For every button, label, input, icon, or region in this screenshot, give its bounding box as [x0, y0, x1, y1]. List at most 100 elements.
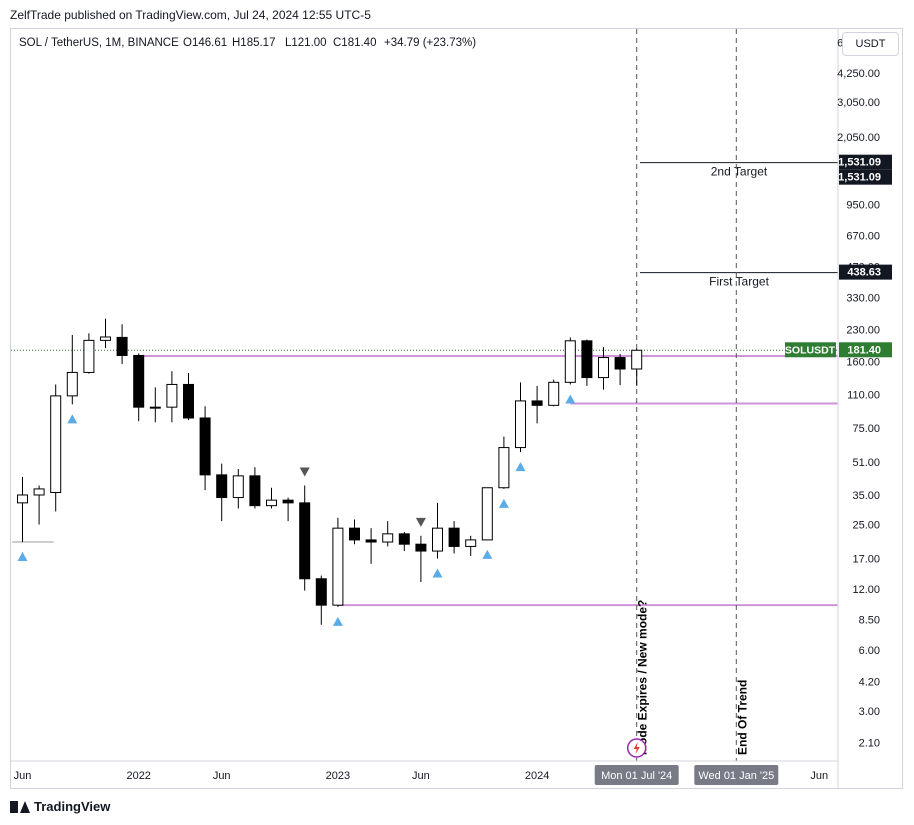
- currency-button[interactable]: USDT: [842, 32, 899, 56]
- candle-body: [216, 474, 228, 499]
- date-label-bg: [594, 765, 679, 785]
- candle-body: [315, 578, 327, 606]
- x-tick-label: 2024: [525, 770, 549, 782]
- y-tick-label: 670.00: [846, 230, 880, 242]
- candle-body: [66, 371, 78, 397]
- buy-signal-icon: [498, 498, 509, 508]
- candle-body: [581, 340, 593, 379]
- brand-label: TradingView: [34, 799, 111, 814]
- candle-body: [398, 533, 410, 545]
- x-tick-label: Jun: [213, 770, 231, 782]
- vertical-line-label: Mode Expires / New mode?: [636, 600, 650, 755]
- price-tag-label: 1,531.09: [838, 172, 881, 184]
- candle-body: [531, 400, 543, 406]
- y-tick-label: 4,250.00: [837, 68, 880, 80]
- price-tag: [839, 154, 892, 170]
- candle-body: [465, 539, 477, 547]
- candle-body: [382, 533, 394, 543]
- buy-signal-icon: [332, 616, 343, 626]
- y-tick-label: 12.00: [852, 584, 880, 596]
- candle-body: [149, 406, 161, 409]
- candle-body: [133, 354, 145, 408]
- buy-signal-icon: [515, 462, 526, 472]
- candle-body: [83, 339, 95, 373]
- x-tick-label: 2023: [326, 770, 350, 782]
- date-label: Wed 01 Jan '25: [698, 770, 774, 782]
- price-tag-label: 181.40: [847, 344, 881, 356]
- x-tick-label: Jun: [14, 770, 32, 782]
- candle-body: [282, 499, 294, 504]
- candle-body: [332, 527, 344, 606]
- x-tick-label: Jun: [810, 770, 828, 782]
- candle-body: [33, 488, 45, 496]
- y-tick-label: 110.00: [847, 389, 880, 401]
- y-tick-label: 230.00: [846, 324, 880, 336]
- candle-body: [116, 336, 128, 356]
- y-tick-label: 8.50: [859, 614, 880, 626]
- vertical-line-label: End Of Trend: [735, 680, 749, 755]
- candle-body: [515, 400, 526, 449]
- y-tick-label: 75.00: [852, 423, 880, 435]
- chart-frame: [10, 28, 903, 789]
- candle-body: [199, 417, 211, 476]
- candle-body: [50, 395, 62, 494]
- buy-signal-icon: [432, 568, 443, 578]
- price-tag: [839, 264, 892, 280]
- candle-body: [481, 487, 493, 541]
- date-label-bg: [694, 765, 779, 785]
- candle-body: [432, 527, 443, 552]
- legend-high: H185.17: [232, 37, 275, 49]
- lightning-bolt: [633, 742, 640, 754]
- tradingview-logo-icon: [10, 800, 30, 813]
- level-label: 2nd Target: [711, 165, 768, 179]
- price-tag-label: 1,531.09: [838, 157, 881, 169]
- price-tag-label: 438.63: [847, 267, 881, 279]
- candle-body: [266, 499, 277, 507]
- buy-signal-icon: [67, 414, 78, 424]
- y-tick-label: 3.00: [859, 706, 880, 718]
- candle-body: [365, 539, 377, 543]
- y-tick-label: 160.00: [846, 356, 880, 368]
- candle-body: [166, 383, 178, 408]
- buy-signal-icon: [565, 394, 576, 404]
- y-tick-label: 2,050.00: [837, 132, 880, 144]
- candle-body: [564, 340, 576, 383]
- publish-line: ZelfTrade published on TradingView.com, …: [10, 8, 371, 22]
- y-tick-label: 2.10: [859, 737, 880, 749]
- y-tick-label: 950.00: [846, 200, 880, 212]
- legend-close: C181.40: [333, 37, 376, 49]
- legend-change: +34.79 (+23.73%): [384, 37, 476, 49]
- candle-body: [249, 475, 261, 507]
- price-tag: [839, 169, 892, 185]
- x-tick-label: Jun: [412, 770, 430, 782]
- y-tick-label: 6.00: [859, 645, 880, 657]
- sell-signal-icon: [415, 517, 426, 527]
- candle-body: [614, 357, 626, 370]
- y-tick-label: 330.00: [846, 293, 880, 305]
- candle-body: [100, 336, 111, 341]
- y-tick-label: 51.00: [852, 457, 880, 469]
- level-label: First Target: [709, 275, 769, 289]
- sell-signal-icon: [299, 467, 310, 477]
- x-tick-label: 2022: [126, 770, 150, 782]
- price-tag: [839, 342, 892, 358]
- candle-body: [548, 381, 560, 406]
- y-tick-label: 3,050.00: [837, 97, 880, 109]
- symbol-tag-label: SOLUSDT: [785, 344, 836, 356]
- candle-body: [299, 502, 311, 580]
- y-tick-label: 25.00: [852, 520, 880, 532]
- y-tick-label: 4.20: [859, 676, 880, 688]
- date-label: Mon 01 Jul '24: [601, 770, 672, 782]
- tradingview-brand[interactable]: TradingView: [10, 799, 110, 814]
- legend-symbol: SOL / TetherUS, 1M, BINANCE: [19, 37, 179, 49]
- candle-body: [349, 527, 360, 541]
- candle-body: [448, 527, 460, 547]
- buy-signal-icon: [482, 549, 493, 559]
- candle-body: [415, 543, 427, 552]
- candle-body: [183, 383, 194, 419]
- buy-signal-icon: [17, 552, 28, 562]
- y-tick-label: 35.00: [852, 490, 880, 502]
- y-tick-label: 17.00: [852, 553, 880, 565]
- candle-body: [598, 357, 609, 379]
